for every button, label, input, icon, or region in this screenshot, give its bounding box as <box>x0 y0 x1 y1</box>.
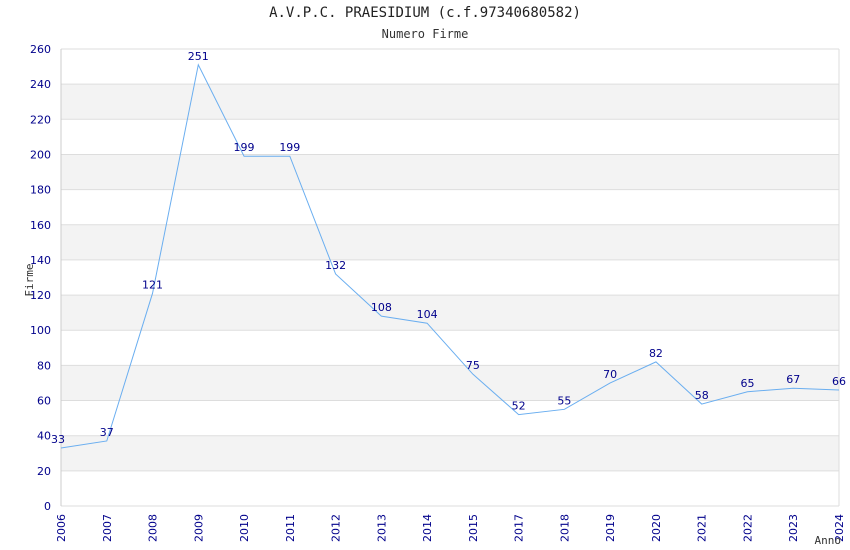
x-tick-label: 2023 <box>787 514 800 542</box>
grid-band <box>61 295 839 331</box>
data-label: 199 <box>234 141 255 154</box>
data-label: 82 <box>649 347 663 360</box>
data-label: 251 <box>188 50 209 63</box>
x-tick-label: 2011 <box>284 514 297 542</box>
x-tick-label: 2019 <box>604 514 617 542</box>
series-group <box>60 63 840 449</box>
y-tick-label: 200 <box>30 148 51 161</box>
x-tick-label: 2024 <box>833 514 846 542</box>
data-label: 33 <box>51 433 65 446</box>
y-axis-title: Firme <box>23 263 36 296</box>
data-label: 66 <box>832 375 846 388</box>
y-tick-label: 60 <box>37 395 51 408</box>
x-tick-label: 2018 <box>558 514 571 542</box>
y-tick-label: 240 <box>30 78 51 91</box>
grid-band <box>61 365 839 401</box>
x-tick-label: 2014 <box>421 514 434 542</box>
x-tick-label: 2009 <box>192 514 205 542</box>
grid-band <box>61 154 839 190</box>
chart-title: A.V.P.C. PRAESIDIUM (c.f.97340680582) <box>269 5 581 21</box>
data-label: 132 <box>325 259 346 272</box>
x-tick-label: 2015 <box>467 514 480 542</box>
grid-bands <box>61 84 839 471</box>
y-tick-label: 0 <box>44 500 51 513</box>
data-label: 75 <box>466 359 480 372</box>
data-label: 108 <box>371 301 392 314</box>
y-tick-label: 100 <box>30 324 51 337</box>
x-tick-label: 2006 <box>55 514 68 542</box>
x-tick-label: 2021 <box>696 514 709 542</box>
x-tick-label: 2013 <box>375 514 388 542</box>
grid-band <box>61 224 839 260</box>
data-label: 58 <box>695 389 709 402</box>
data-label: 67 <box>786 373 800 386</box>
grid-band <box>61 84 839 120</box>
y-tick-label: 120 <box>30 289 51 302</box>
series-line <box>60 63 840 449</box>
x-tick-label: 2022 <box>741 514 754 542</box>
data-label: 121 <box>142 278 163 291</box>
data-label: 37 <box>100 426 114 439</box>
y-tick-label: 40 <box>37 430 51 443</box>
y-tick-label: 160 <box>30 219 51 232</box>
data-label: 70 <box>603 368 617 381</box>
x-tick-label: 2007 <box>101 514 114 542</box>
axes <box>60 49 840 506</box>
y-tick-label: 260 <box>30 43 51 56</box>
data-label: 52 <box>512 400 526 413</box>
data-labels: 33 37 121 251 199 199 132 108 104 75 52 55 70 82 58 65 6… <box>51 50 846 446</box>
data-label: 55 <box>557 394 571 407</box>
y-axis-ticks: 0 20 40 60 80 100 120 140 160 180 200 220 240 260 <box>30 43 51 513</box>
x-axis-ticks: 2006 2007 2008 2009 2010 2011 2012 2013 2014 2015… <box>55 514 846 542</box>
x-tick-label: 2008 <box>147 514 160 542</box>
x-tick-label: 2010 <box>238 514 251 542</box>
grid-band <box>61 435 839 471</box>
y-tick-label: 220 <box>30 113 51 126</box>
x-tick-label: 2020 <box>650 514 663 542</box>
y-tick-label: 80 <box>37 359 51 372</box>
x-axis-title: Anno <box>815 534 842 547</box>
chart-subtitle: Numero Firme <box>381 27 469 41</box>
x-tick-label: 2012 <box>330 514 343 542</box>
grid-lines <box>61 48 839 507</box>
x-tick-label: 2017 <box>513 514 526 542</box>
y-tick-label: 180 <box>30 184 51 197</box>
data-label: 65 <box>740 377 754 390</box>
y-tick-label: 140 <box>30 254 51 267</box>
y-tick-label: 20 <box>37 465 51 478</box>
data-label: 104 <box>417 308 438 321</box>
data-label: 199 <box>279 141 300 154</box>
